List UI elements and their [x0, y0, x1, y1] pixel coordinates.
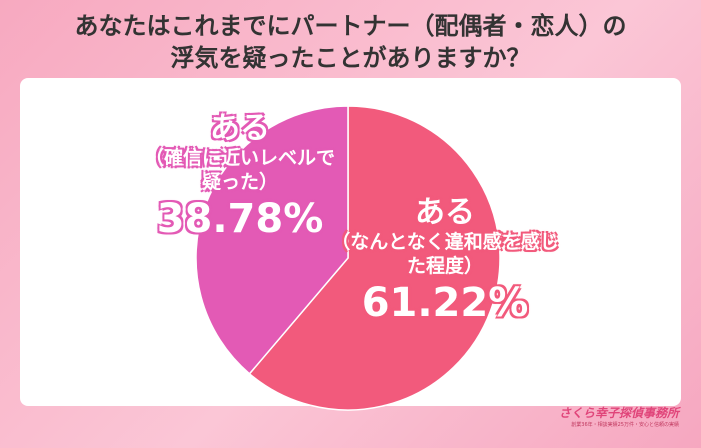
- pie-slice: [248, 105, 501, 411]
- slice-label: ある （確信に近いレベルで疑った） 38.78%: [140, 112, 340, 244]
- chart-title: あなたはこれまでにパートナー（配偶者・恋人）の: [74, 12, 627, 40]
- value-label: 61.22%: [361, 280, 529, 326]
- logo: さくら幸子探偵事務所 創業36年・相談実績25万件・安心と信頼の実績: [559, 404, 679, 428]
- category-note: （確信に近いレベルで疑った）: [144, 147, 335, 193]
- logo-text: さくら幸子探偵事務所: [558, 406, 679, 420]
- value-label: 38.78%: [156, 196, 324, 242]
- category-label: ある: [210, 111, 270, 146]
- category-note: （なんとなく違和感を感じた程度）: [331, 231, 559, 277]
- pie-slice: [195, 105, 349, 375]
- chart-title: 浮気を疑ったことがありますか？: [170, 44, 531, 72]
- category-label: ある: [415, 195, 475, 230]
- slice-label: ある （なんとなく違和感を感じた程度） 61.22%: [330, 196, 560, 328]
- logo-sub: 創業36年・相談実績25万件・安心と信頼の実績: [571, 422, 679, 428]
